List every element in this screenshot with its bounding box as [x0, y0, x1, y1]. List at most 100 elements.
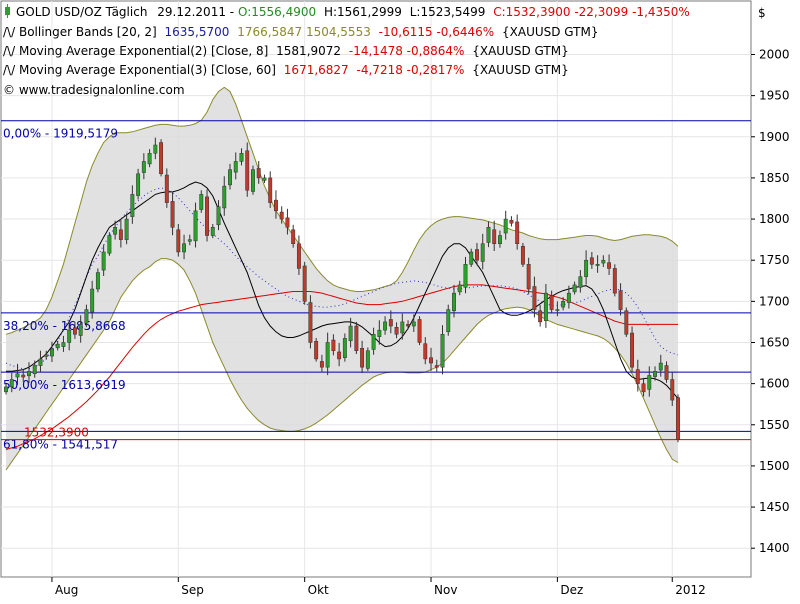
currency-label: $ [758, 6, 766, 20]
candle-body [612, 268, 617, 294]
y-tick-label: 1600 [759, 377, 790, 391]
candle-body [584, 259, 589, 277]
candle-body [630, 332, 635, 368]
axes: 1400 1450 1500 1550 1600 1650 1700 1750 1800 1850… [51, 47, 790, 597]
ema8-line [6, 181, 679, 399]
candle-body [342, 338, 347, 358]
candle-body [417, 319, 422, 343]
candlesticks [4, 137, 680, 443]
ema8-name: Moving Average Exponential(2) [Close, 8] [19, 44, 268, 58]
candle-body [337, 351, 342, 360]
candle-body [27, 371, 31, 377]
x-tick-label: Dez [560, 583, 583, 597]
candle-body [566, 292, 571, 303]
candle-body [153, 144, 158, 154]
candle-body [90, 288, 95, 313]
candle-body [205, 196, 209, 236]
chart-header: GOLD USD/OZ Täglich 29.12.2011 - O:1556,… [3, 4, 690, 97]
indicator-icon: /\/ [3, 25, 16, 39]
candle-body [365, 350, 370, 369]
candle-body [446, 309, 451, 333]
x-tick-label: 2012 [675, 583, 706, 597]
candle-body [159, 142, 164, 175]
y-tick-label: 1450 [759, 500, 790, 514]
fib-label: 61,80% - 1541,517 [3, 437, 118, 451]
candle-body [222, 185, 227, 209]
candle-body [84, 309, 89, 324]
header-close: C:1532,3900 -22,3099 -1,4350% [493, 5, 690, 19]
candle-body [164, 174, 169, 203]
candle-body [429, 357, 433, 364]
candle-body [618, 290, 623, 310]
candle-body [383, 321, 388, 331]
candle-body [279, 211, 284, 220]
candle-body [664, 365, 669, 380]
y-tick-label: 2000 [759, 47, 790, 61]
bb-name: Bollinger Bands [20, 2] [19, 25, 157, 39]
candle-body [406, 324, 411, 327]
candle-body [32, 365, 37, 375]
bb-bands: 1766,5847 1504,5553 [237, 25, 371, 39]
candle-body [15, 373, 20, 378]
candle-body [228, 169, 232, 186]
bollinger-lower [5, 258, 679, 471]
y-tick-label: 1500 [759, 459, 790, 473]
candle-body [21, 374, 26, 378]
candle-body [256, 168, 261, 179]
bb-source: {XAUUSD GTM} [502, 25, 599, 39]
candle-body [325, 342, 330, 368]
candle-body [492, 229, 497, 244]
candle-body [595, 264, 600, 266]
candle-body [371, 334, 376, 350]
x-tick-label: Aug [55, 583, 78, 597]
bollinger-upper [5, 86, 679, 335]
candle-body [635, 369, 640, 384]
candle-body [273, 199, 278, 212]
header-high: H:1561,2999 [324, 5, 402, 19]
ema8-source: {XAUUSD GTM} [472, 44, 569, 58]
candle-body [520, 245, 525, 265]
candle-body [348, 325, 353, 342]
candle-body [101, 251, 106, 271]
candle-body [130, 194, 135, 217]
candle-body [624, 310, 629, 335]
y-tick-label: 1700 [759, 294, 790, 308]
candle-body [262, 177, 267, 181]
x-tick-label: Nov [434, 583, 457, 597]
candle-body [49, 348, 54, 357]
ema60-line [5, 284, 678, 450]
ema-lines [5, 86, 679, 471]
candle-body [61, 342, 66, 347]
candle-body [434, 365, 439, 368]
candle-body [216, 206, 221, 226]
candle-body [555, 309, 560, 311]
candle-body [526, 264, 531, 290]
fibonacci-levels: 0,00% - 1919,5179 38,20% - 1685,8668 50,00… [1, 120, 751, 451]
ema60-source: {XAUUSD GTM} [472, 63, 569, 77]
candle-body [199, 194, 204, 210]
candle-body [44, 354, 49, 357]
candle-body [55, 343, 60, 349]
candle-body [314, 341, 319, 360]
candle-body [653, 371, 657, 377]
candle-body [147, 152, 152, 165]
candle-body [486, 227, 491, 243]
fib-label: 38,20% - 1685,8668 [3, 319, 126, 333]
candle-body [210, 227, 215, 236]
candle-body [515, 221, 520, 244]
candle-body [187, 239, 192, 242]
header-line-2: /\/ Bollinger Bands [20, 2] 1635,5700 17… [3, 25, 599, 39]
x-tick-label: Okt [308, 583, 329, 597]
candle-body [245, 150, 250, 191]
ema8-change: -14,1478 -0,8864% [349, 44, 465, 58]
y-tick-label: 1400 [759, 541, 790, 555]
candle-body [360, 347, 365, 368]
candle-body [475, 249, 479, 261]
candle-body [193, 210, 198, 242]
y-tick-label: 1650 [759, 335, 790, 349]
header-line-3: /\/ Moving Average Exponential(2) [Close… [3, 44, 569, 58]
candle-body [233, 161, 238, 173]
candle-body [543, 292, 548, 321]
